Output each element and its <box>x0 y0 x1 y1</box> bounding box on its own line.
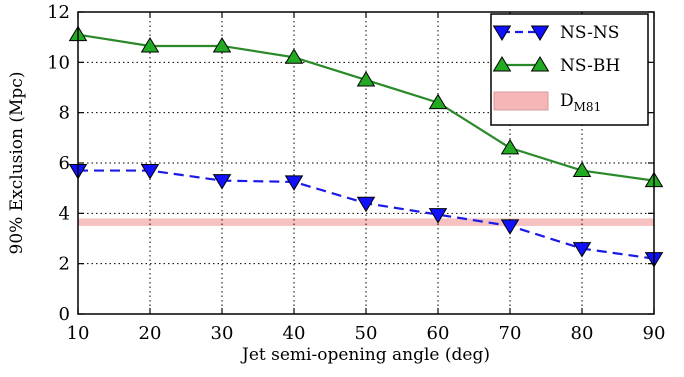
y-axis-label: 90% Exclusion (Mpc) <box>7 72 27 255</box>
point-ns-bh-60 <box>428 93 448 110</box>
legend-marker-start-ns-ns <box>492 25 512 41</box>
legend-sample-dm81 <box>493 91 549 111</box>
tick-marks <box>77 11 655 315</box>
y-tick-label-2: 2 <box>59 254 70 275</box>
legend-entry-dm81: DM81 <box>493 91 601 114</box>
legend-label-ns-bh: NS-BH <box>560 56 620 76</box>
x-tick-label-60: 60 <box>427 323 450 344</box>
legend-label-ns-ns: NS-NS <box>560 23 619 43</box>
legend-entry-ns-ns: NS-NS <box>492 23 619 43</box>
point-ns-ns-80 <box>572 242 592 258</box>
x-tick-label-70: 70 <box>499 323 522 344</box>
point-ns-bh-50 <box>356 70 376 87</box>
x-tick-label-20: 20 <box>139 323 162 344</box>
x-tick-label-80: 80 <box>571 323 594 344</box>
point-ns-bh-20 <box>140 37 160 53</box>
y-tick-label-6: 6 <box>59 153 70 174</box>
point-ns-bh-30 <box>212 37 232 53</box>
y-tick-label-10: 10 <box>47 52 70 73</box>
point-ns-ns-30 <box>212 174 232 190</box>
point-ns-bh-80 <box>572 161 592 178</box>
point-ns-ns-50 <box>356 196 376 213</box>
point-ns-bh-40 <box>284 48 304 64</box>
series-ns-bh <box>68 25 664 188</box>
legend-entry-ns-bh: NS-BH <box>492 56 620 76</box>
legend-marker-start-ns-bh <box>492 56 512 72</box>
point-ns-ns-60 <box>428 208 448 224</box>
legend-marker-end-ns-ns <box>530 25 550 41</box>
y-tick-label-8: 8 <box>59 103 70 124</box>
series-layer <box>68 25 664 268</box>
y-tick-label-4: 4 <box>59 203 70 224</box>
legend-label-dm81: DM81 <box>560 91 601 114</box>
point-ns-ns-20 <box>140 164 160 180</box>
legend-marker-end-ns-bh <box>530 56 550 72</box>
legend-sample-ns-ns <box>492 25 550 41</box>
legend: NS-NS NS-BH DM81 <box>490 13 649 126</box>
legend-label-dm81-main: D <box>560 91 574 111</box>
legend-label-dm81-sub: M81 <box>574 100 602 114</box>
y-tick-label-12: 12 <box>47 2 70 23</box>
y-tick-label-0: 0 <box>59 304 70 325</box>
x-axis-label: Jet semi-opening angle (deg) <box>240 345 490 365</box>
x-tick-label-50: 50 <box>355 323 378 344</box>
point-ns-bh-70 <box>500 138 520 155</box>
x-tick-label-30: 30 <box>211 323 234 344</box>
legend-sample-ns-bh <box>492 56 550 72</box>
tick-labels: 10 20 30 40 50 60 70 80 90 0 2 4 6 8 10 12 <box>47 2 665 344</box>
dm81-band <box>78 218 654 226</box>
x-tick-label-90: 90 <box>643 323 666 344</box>
point-ns-ns-70 <box>500 219 520 235</box>
x-tick-label-40: 40 <box>283 323 306 344</box>
point-ns-ns-40 <box>284 175 304 191</box>
x-tick-label-10: 10 <box>67 323 90 344</box>
